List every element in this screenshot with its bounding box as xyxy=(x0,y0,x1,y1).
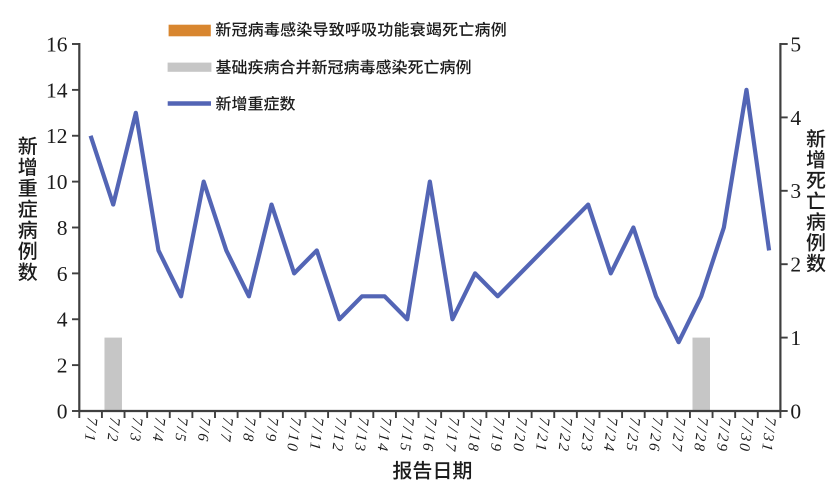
svg-text:7/3: 7/3 xyxy=(126,416,146,444)
svg-text:2: 2 xyxy=(790,253,801,277)
svg-text:3: 3 xyxy=(790,179,801,203)
svg-text:0: 0 xyxy=(57,399,68,423)
svg-text:7/12: 7/12 xyxy=(328,416,349,454)
svg-text:7/20: 7/20 xyxy=(509,416,530,454)
svg-text:7/7: 7/7 xyxy=(216,416,236,444)
svg-text:7/13: 7/13 xyxy=(351,416,372,454)
svg-text:7/5: 7/5 xyxy=(171,416,191,444)
svg-text:7/2: 7/2 xyxy=(103,416,123,444)
svg-text:7/22: 7/22 xyxy=(554,416,575,454)
svg-text:4: 4 xyxy=(790,106,801,130)
svg-text:7/26: 7/26 xyxy=(645,416,666,454)
svg-text:7/11: 7/11 xyxy=(306,416,327,453)
svg-text:7/4: 7/4 xyxy=(148,416,168,444)
svg-text:7/27: 7/27 xyxy=(667,416,688,454)
svg-text:7/23: 7/23 xyxy=(577,416,598,454)
svg-text:1: 1 xyxy=(790,326,801,350)
svg-text:7/28: 7/28 xyxy=(690,416,711,454)
svg-text:6: 6 xyxy=(57,262,68,286)
svg-text:16: 16 xyxy=(46,32,68,56)
svg-text:7/25: 7/25 xyxy=(622,416,643,454)
svg-text:7/1: 7/1 xyxy=(81,416,101,444)
svg-text:7/29: 7/29 xyxy=(713,416,734,454)
svg-text:12: 12 xyxy=(46,124,68,148)
svg-text:7/31: 7/31 xyxy=(758,416,779,454)
svg-text:0: 0 xyxy=(790,399,801,423)
svg-text:4: 4 xyxy=(57,308,68,332)
svg-text:7/10: 7/10 xyxy=(283,416,304,454)
svg-text:5: 5 xyxy=(790,32,801,56)
svg-text:7/21: 7/21 xyxy=(532,416,553,454)
svg-text:7/6: 7/6 xyxy=(194,416,214,444)
svg-text:10: 10 xyxy=(46,170,68,194)
svg-text:7/30: 7/30 xyxy=(735,416,756,454)
svg-text:8: 8 xyxy=(57,216,68,240)
svg-text:7/8: 7/8 xyxy=(239,416,259,444)
svg-text:7/9: 7/9 xyxy=(261,416,281,444)
svg-text:7/14: 7/14 xyxy=(373,416,394,454)
svg-text:7/17: 7/17 xyxy=(441,416,462,454)
svg-text:7/16: 7/16 xyxy=(419,416,440,454)
svg-text:7/15: 7/15 xyxy=(396,416,417,454)
svg-text:7/18: 7/18 xyxy=(464,416,485,454)
svg-text:14: 14 xyxy=(46,78,68,102)
svg-text:7/19: 7/19 xyxy=(486,416,507,454)
svg-text:7/24: 7/24 xyxy=(600,416,621,454)
svg-text:2: 2 xyxy=(57,354,68,378)
